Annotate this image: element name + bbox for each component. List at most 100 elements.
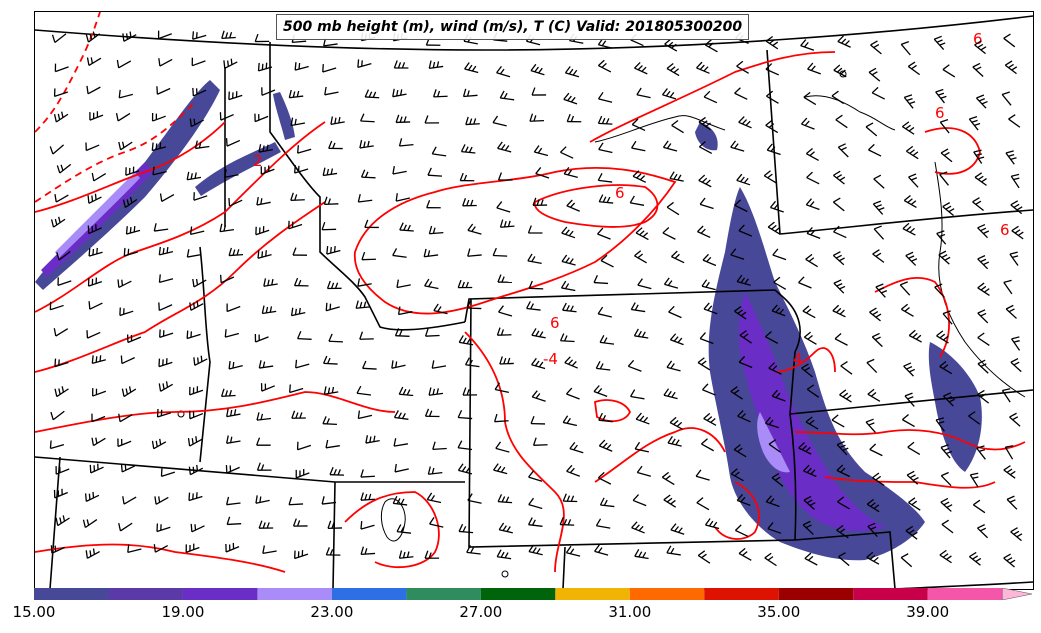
wind-barb <box>323 355 338 365</box>
border-ut-wy <box>332 481 336 589</box>
wind-barb <box>807 62 821 75</box>
wind-barb <box>730 386 743 400</box>
wind-barb <box>399 222 414 232</box>
temperature-contours <box>35 12 1026 573</box>
wind-barb <box>875 283 888 298</box>
state-borders <box>35 15 1033 589</box>
wind-barb <box>156 408 172 418</box>
wind-barb <box>528 544 543 556</box>
wind-barb <box>630 389 645 400</box>
wind-barb <box>868 67 881 82</box>
wind-barb <box>805 416 819 430</box>
wind-barb <box>569 441 584 454</box>
contour-0 <box>35 121 226 213</box>
wind-barb <box>865 418 876 433</box>
wind-barb <box>662 227 676 240</box>
wind-barb <box>56 163 72 174</box>
contour-co-loop <box>594 399 632 423</box>
wind-barb <box>89 111 104 121</box>
wind-barb <box>84 491 100 502</box>
wind-barb <box>294 62 309 71</box>
contour-label: 6 <box>550 314 560 332</box>
wind-barb <box>394 328 410 337</box>
wind-barb <box>194 140 210 150</box>
wind-barb <box>977 282 990 296</box>
wind-barb <box>561 254 576 266</box>
wind-barb <box>322 416 337 425</box>
wind-barb <box>87 193 102 204</box>
wind-barb <box>219 112 234 121</box>
wind-barb <box>939 549 952 564</box>
wind-barb <box>905 145 919 160</box>
wind-barb <box>869 443 883 457</box>
wind-barb <box>54 386 69 398</box>
wind-barb <box>193 355 208 366</box>
wind-barb <box>907 441 921 455</box>
colorbar-bin <box>34 588 109 600</box>
wind-barb <box>325 439 340 449</box>
border-id-mt <box>269 42 466 331</box>
wind-barb <box>392 88 407 98</box>
small-lake-3 <box>501 570 509 578</box>
wind-barb <box>866 358 878 374</box>
wind-barb <box>598 439 613 452</box>
wind-barb <box>116 59 132 69</box>
wind-barb <box>594 544 609 556</box>
wind-barb <box>119 307 134 317</box>
wind-barb <box>257 62 273 72</box>
wind-barb <box>288 496 304 506</box>
wind-barb <box>734 87 748 100</box>
wind-barb <box>528 470 543 482</box>
wind-barb <box>935 88 947 104</box>
wind-barb <box>496 201 511 213</box>
wind-barb <box>806 226 821 239</box>
wind-barb <box>977 309 989 324</box>
wind-barb <box>462 88 478 98</box>
jet-blob-north <box>695 122 718 151</box>
wind-barb <box>325 302 340 312</box>
contour-label: 6 <box>973 30 983 48</box>
wind-barb <box>228 360 243 370</box>
wind-barb <box>465 116 480 126</box>
wind-barb <box>457 463 473 475</box>
wind-barb <box>118 413 133 423</box>
wind-barb <box>1004 60 1018 75</box>
colorbar <box>34 588 1032 600</box>
wind-barb <box>254 113 269 123</box>
wind-barb <box>395 114 411 124</box>
contour-co-east <box>714 481 760 540</box>
wind-barb <box>1005 304 1017 319</box>
wind-barb <box>832 251 845 266</box>
wind-barb <box>365 435 380 444</box>
wind-barb <box>121 386 137 398</box>
jet-plume-colorado <box>708 187 925 561</box>
wind-barb <box>661 471 675 486</box>
wind-barb <box>533 145 549 157</box>
wind-barb <box>189 300 204 311</box>
colorbar-tick-label: 35.00 <box>757 603 801 621</box>
wind-barb <box>943 392 955 407</box>
wind-barb <box>49 301 64 311</box>
wind-barb <box>85 31 101 43</box>
colorbar-bin <box>331 588 407 600</box>
wind-barb <box>397 306 413 316</box>
wind-barb <box>695 469 710 481</box>
wind-barb <box>631 140 646 152</box>
wind-barb <box>806 171 820 185</box>
wind-barb <box>870 40 882 55</box>
wind-barb <box>702 383 716 396</box>
wind-barb <box>151 113 166 122</box>
wind-barb <box>1003 553 1016 568</box>
wind-barb <box>258 144 273 153</box>
wind-barb <box>597 306 612 318</box>
colorbar-tick-label: 23.00 <box>310 603 354 621</box>
wind-barb <box>942 202 955 216</box>
wind-barb <box>941 519 954 534</box>
wind-barb <box>158 381 174 392</box>
wind-barb <box>766 143 781 156</box>
wind-barb <box>734 524 749 538</box>
wind-barb <box>663 277 679 289</box>
contour-dashed-2 <box>35 101 196 203</box>
wind-barb <box>458 523 474 534</box>
wind-barb <box>499 90 515 101</box>
